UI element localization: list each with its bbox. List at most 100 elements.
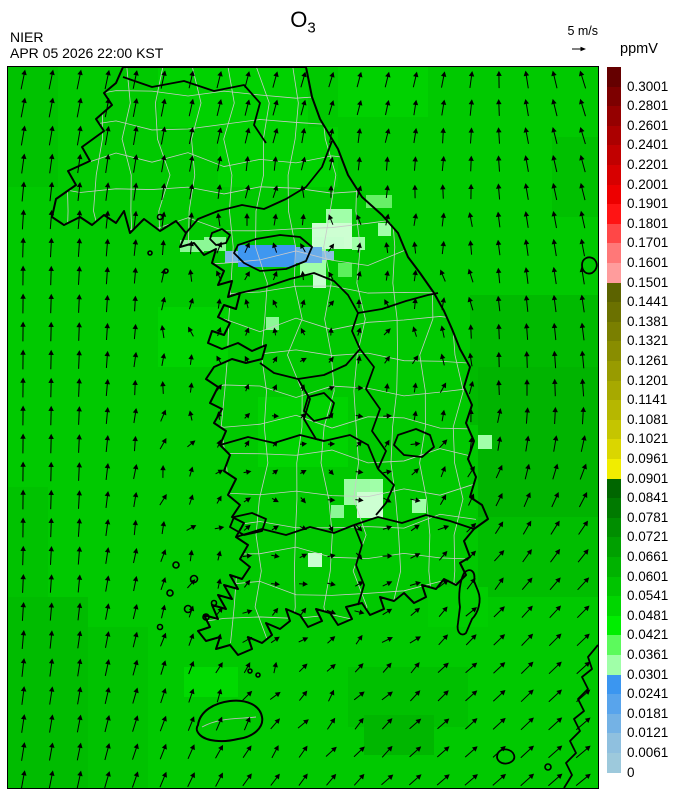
wind-vector-arrow (216, 270, 222, 281)
wind-vector-arrow (216, 495, 222, 504)
pollutant-subscript: 3 (307, 19, 316, 37)
wind-vector-arrow (160, 632, 167, 647)
legend-color-segment (607, 713, 621, 734)
wind-vector-arrow (327, 581, 336, 587)
wind-vector-arrow (496, 436, 503, 451)
wind-vector-arrow (520, 717, 534, 731)
wind-vector-arrow (20, 686, 27, 705)
wind-vector-arrow (132, 379, 138, 396)
wind-vector-arrow (132, 154, 139, 173)
wind-vector-arrow (104, 714, 111, 733)
wind-vector-arrow (160, 409, 167, 422)
wind-vector-arrow (271, 525, 279, 531)
wind-vector-arrow (578, 520, 588, 535)
legend-color-segment (607, 419, 621, 440)
wind-vector-arrow (271, 497, 279, 503)
wind-vector-arrow (104, 547, 111, 564)
city-boundary (393, 428, 435, 458)
wind-vector-arrow (522, 549, 532, 563)
wind-vector-arrow (300, 299, 306, 308)
wind-vector-arrow (440, 353, 446, 366)
wind-vector-arrow (299, 553, 308, 559)
wind-vector-arrow (465, 662, 478, 674)
wind-vector-arrow (49, 742, 55, 761)
wind-vector-arrow (104, 575, 111, 592)
wind-vector-arrow (551, 492, 559, 508)
wind-vector-arrow (356, 185, 363, 198)
legend-color-segment (607, 361, 621, 381)
wind-vector-arrow (438, 606, 448, 618)
wind-vector-arrow (468, 71, 475, 88)
wind-vector-arrow (244, 242, 250, 254)
province-boundary (357, 292, 439, 314)
wind-vector-arrow (495, 211, 502, 228)
wind-vector-arrow (384, 184, 390, 199)
wind-vector-arrow (160, 604, 167, 619)
city-boundary (229, 512, 267, 536)
wind-vector-arrow (20, 770, 27, 789)
wind-vector-arrow (160, 549, 167, 562)
wind-vector-arrow (132, 575, 139, 592)
legend-color-segment (607, 694, 621, 714)
wind-vector-arrow (188, 660, 195, 675)
legend-color-segment (607, 380, 621, 401)
wind-vector-arrow (48, 237, 54, 258)
wind-vector-arrow (577, 548, 589, 563)
wind-vector-arrow (468, 183, 474, 200)
wind-vector-arrow (439, 325, 446, 338)
legend-color-segment (607, 204, 621, 224)
wind-vector-arrow (272, 327, 278, 336)
wind-vector-arrow (272, 185, 279, 198)
wind-vector-arrow (244, 383, 250, 392)
legend-value-label: 0.1801 (627, 215, 669, 231)
wind-vector-arrow (48, 265, 54, 286)
province-boundary (375, 468, 395, 516)
wind-vector-arrow (496, 70, 502, 89)
wind-vector-arrow (549, 605, 562, 619)
wind-vector-arrow (355, 552, 363, 560)
wind-vector-arrow (272, 127, 279, 144)
wind-vector-arrow (244, 99, 251, 116)
wind-vector-arrow (548, 633, 562, 647)
wind-vector-arrow (579, 210, 586, 229)
legend-value-label: 0.1081 (627, 411, 669, 427)
wind-vector-arrow (355, 524, 363, 532)
wind-vector-arrow (328, 185, 334, 198)
wind-vector-arrow (242, 609, 253, 615)
wind-vector-arrow (496, 267, 502, 284)
wind-vector-arrow (48, 433, 54, 454)
wind-reference-arrow-icon (566, 41, 592, 59)
wind-vector-arrow (132, 743, 139, 760)
wind-vector-arrow (356, 156, 362, 171)
wind-vector-arrow (159, 437, 167, 450)
wind-vector-arrow (216, 327, 222, 337)
wind-vector-arrow (551, 98, 558, 117)
wind-vector-arrow (355, 634, 363, 645)
wind-vector-arrow (383, 497, 392, 503)
wind-vector-arrow (160, 687, 167, 704)
wind-vector-arrow (468, 408, 474, 423)
wind-vector-arrow (20, 181, 27, 202)
wind-vector-arrow (48, 69, 55, 90)
wind-vector-arrow (468, 155, 474, 172)
wind-vector-arrow (577, 577, 590, 591)
wind-vector-arrow (104, 659, 111, 677)
concentration-patch (218, 127, 338, 187)
wind-vector-arrow (271, 553, 280, 559)
wind-vector-arrow (440, 240, 446, 255)
wind-vector-arrow (548, 689, 562, 703)
legend-value-label: 0.0241 (627, 686, 669, 702)
legend-value-label: 0.0661 (627, 549, 669, 564)
island-coastline (581, 256, 598, 275)
wind-vector-arrow (576, 689, 591, 703)
wind-vector-arrow (384, 270, 390, 281)
wind-vector-arrow (412, 297, 418, 310)
wind-vector-arrow (188, 549, 194, 562)
wind-vector-arrow (48, 546, 54, 565)
concentration-patch (478, 435, 492, 449)
wind-vector-arrow (437, 662, 449, 673)
concentration-patch (238, 245, 296, 267)
wind-vector-arrow (495, 295, 502, 312)
wind-vector-arrow (244, 579, 251, 588)
wind-vector-arrow (160, 239, 166, 256)
